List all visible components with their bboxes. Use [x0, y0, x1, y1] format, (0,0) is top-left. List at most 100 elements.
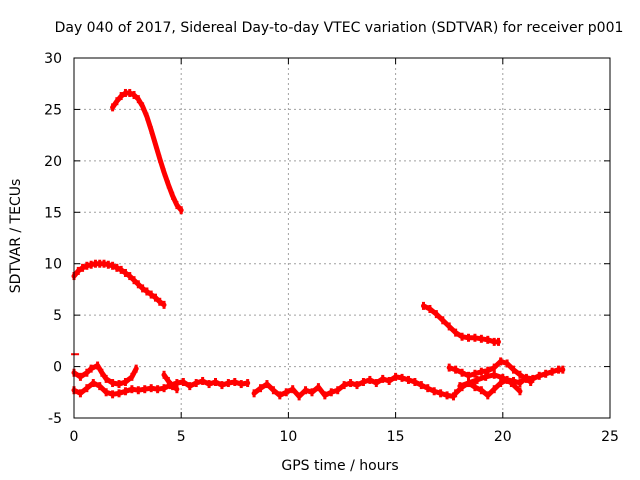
data-point: [329, 388, 333, 397]
data-point: [117, 380, 121, 389]
data-point: [149, 290, 153, 299]
data-point: [98, 382, 102, 391]
data-point: [179, 206, 183, 215]
y-tick-label: 15: [44, 205, 62, 221]
data-point: [531, 374, 535, 383]
data-point: [162, 384, 166, 393]
y-tick-label: 5: [53, 308, 62, 324]
data-point: [381, 374, 385, 383]
data-point: [188, 382, 192, 391]
plot-frame: [73, 57, 611, 419]
grid-lines: [74, 58, 610, 418]
data-point: [149, 126, 153, 134]
data-point: [499, 357, 503, 366]
data-point: [104, 388, 108, 397]
data-point: [550, 367, 554, 376]
data-point: [96, 361, 100, 370]
data-point: [128, 88, 132, 97]
data-point: [458, 382, 462, 391]
data-point: [421, 301, 425, 310]
data-point: [445, 391, 449, 400]
series-trail: [161, 372, 180, 392]
y-tick-label: 30: [44, 51, 62, 67]
data-point: [136, 386, 140, 395]
data-point: [499, 379, 503, 388]
series-arc-late: [421, 301, 501, 346]
axis-ticks: 0 5 10 15 20 25 -5 0 5 10 15 20 25 30: [44, 51, 619, 445]
data-point: [220, 381, 224, 390]
data-point: [434, 310, 438, 319]
data-point: [492, 363, 496, 372]
data-point: [158, 154, 162, 163]
data-point: [454, 328, 458, 337]
data-point: [316, 383, 320, 392]
data-point: [134, 364, 138, 373]
data-point: [265, 380, 269, 389]
data-point: [466, 333, 470, 342]
data-point: [115, 97, 119, 106]
data-point: [166, 180, 170, 189]
y-tick-label: 10: [44, 257, 62, 273]
data-point: [141, 284, 145, 293]
data-point: [518, 370, 522, 379]
data-point: [460, 332, 464, 341]
data-point: [85, 261, 89, 270]
data-point: [355, 381, 359, 390]
data-point: [123, 88, 127, 97]
data-point: [141, 102, 145, 111]
data-point: [162, 370, 166, 379]
data-point: [454, 365, 458, 374]
data-point: [259, 384, 263, 393]
data-point: [207, 380, 211, 389]
data-point: [518, 387, 522, 396]
data-point: [486, 366, 490, 375]
data-point: [111, 379, 115, 388]
data-point: [518, 379, 522, 388]
data-point: [119, 92, 123, 101]
data-point: [93, 259, 97, 268]
data-point: [486, 391, 490, 400]
series-baseline-b: [251, 372, 456, 401]
data-point: [252, 389, 256, 398]
series-low-squiggle-late-b: [457, 370, 523, 396]
data-point: [475, 375, 479, 384]
data-point: [271, 386, 275, 395]
series-trail: [71, 261, 167, 308]
x-tick-label: 15: [387, 429, 405, 445]
data-point: [439, 389, 443, 398]
data-point: [466, 371, 470, 380]
data-point: [387, 376, 391, 385]
x-axis-label: GPS time / hours: [281, 458, 398, 474]
data-point: [529, 378, 533, 386]
data-point: [447, 322, 451, 331]
data-point: [85, 368, 89, 377]
data-point: [349, 379, 353, 388]
data-point: [278, 391, 282, 400]
data-point: [497, 337, 501, 346]
x-tick-label: 10: [279, 429, 297, 445]
data-point: [130, 372, 134, 381]
series-outlier: [71, 353, 80, 356]
data-point: [85, 384, 89, 393]
data-point: [374, 379, 378, 388]
data-point: [304, 386, 308, 395]
data-point: [89, 364, 93, 373]
data-point: [111, 390, 115, 399]
data-point: [473, 383, 477, 392]
data-point: [162, 300, 166, 309]
data-point: [78, 389, 82, 398]
data-point: [406, 375, 410, 384]
data-point: [479, 367, 483, 376]
data-point: [132, 276, 136, 285]
data-point: [149, 384, 153, 393]
data-point: [166, 376, 170, 385]
data-point: [130, 385, 134, 394]
data-point: [162, 168, 166, 177]
data-point: [428, 304, 432, 313]
data-point: [123, 387, 127, 396]
data-point: [153, 293, 157, 302]
data-point: [361, 378, 365, 386]
data-point: [336, 386, 340, 395]
data-point: [104, 374, 108, 383]
